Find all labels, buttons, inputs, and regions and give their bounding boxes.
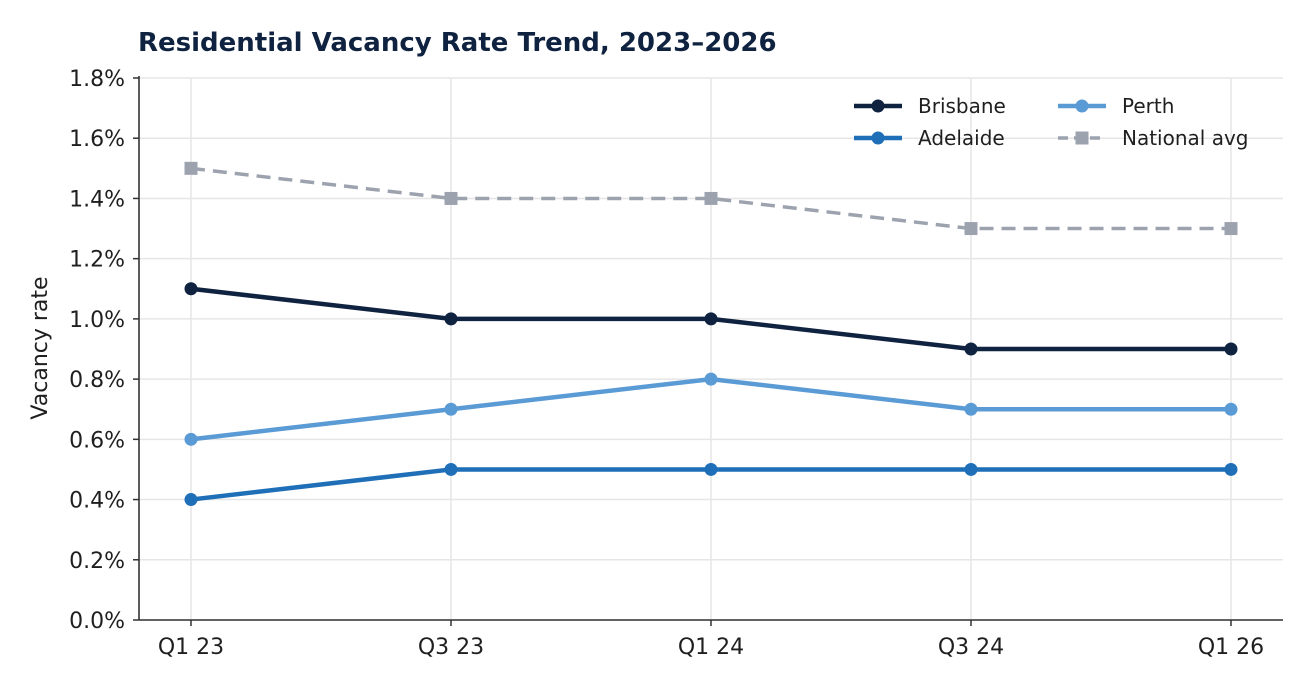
- legend-label: Brisbane: [918, 94, 1006, 118]
- legend-item-national-avg: National avg: [1058, 126, 1248, 150]
- y-tick-label: 0.0%: [69, 609, 125, 634]
- data-point-brisbane: [704, 312, 718, 326]
- x-tick-label: Q3 24: [938, 635, 1004, 660]
- data-point-national-avg: [444, 191, 458, 205]
- y-tick-label: 1.6%: [69, 127, 125, 152]
- x-tick-label: Q1 23: [158, 635, 224, 660]
- data-point-brisbane: [444, 312, 458, 326]
- data-point-brisbane: [1224, 342, 1238, 356]
- y-axis-label: Vacancy rate: [28, 276, 53, 419]
- data-point-adelaide: [1224, 462, 1238, 476]
- y-tick-label: 0.8%: [69, 368, 125, 393]
- series-perth: [184, 372, 1238, 446]
- data-point-perth: [1224, 402, 1238, 416]
- series-brisbane: [184, 282, 1238, 356]
- chart-title: Residential Vacancy Rate Trend, 2023–202…: [138, 28, 777, 58]
- data-point-adelaide: [184, 493, 198, 507]
- legend-label: National avg: [1122, 126, 1248, 150]
- x-tick-label: Q1 24: [678, 635, 744, 660]
- series-lines: [184, 161, 1238, 507]
- data-point-national-avg: [704, 191, 718, 205]
- legend-swatch-marker: [871, 131, 885, 145]
- legend: Brisbane Adelaide Perth National avg: [854, 94, 1248, 150]
- y-tick-label: 1.0%: [69, 308, 125, 333]
- data-point-adelaide: [444, 462, 458, 476]
- data-point-perth: [444, 402, 458, 416]
- data-point-brisbane: [184, 282, 198, 296]
- y-axis-ticks: 0.0% 0.2% 0.4% 0.6% 0.8% 1.0% 1.2% 1.4% 1.6% 1.8%: [69, 67, 139, 634]
- legend-swatch-marker: [1075, 99, 1089, 113]
- data-point-national-avg: [1224, 222, 1238, 236]
- x-axis-ticks: Q1 23 Q3 23 Q1 24 Q3 24 Q1 26: [158, 620, 1264, 660]
- legend-item-perth: Perth: [1058, 94, 1174, 118]
- series-line-national-avg: [190, 166, 1231, 231]
- data-point-perth: [964, 402, 978, 416]
- legend-swatch-marker: [1075, 131, 1089, 145]
- data-point-national-avg: [184, 161, 198, 175]
- legend-swatch-marker: [871, 99, 885, 113]
- x-tick-label: Q1 26: [1198, 635, 1264, 660]
- data-point-perth: [704, 372, 718, 386]
- legend-item-adelaide: Adelaide: [854, 126, 1005, 150]
- data-point-adelaide: [964, 462, 978, 476]
- legend-label: Adelaide: [918, 126, 1005, 150]
- data-point-brisbane: [964, 342, 978, 356]
- y-tick-label: 1.2%: [69, 248, 125, 273]
- data-point-national-avg: [964, 222, 978, 236]
- y-tick-label: 0.2%: [69, 549, 125, 574]
- y-tick-label: 0.6%: [69, 428, 125, 453]
- x-tick-label: Q3 23: [418, 635, 484, 660]
- y-tick-label: 0.4%: [69, 489, 125, 514]
- data-point-perth: [184, 432, 198, 446]
- series-national-avg: [184, 161, 1238, 236]
- y-tick-label: 1.4%: [69, 187, 125, 212]
- legend-label: Perth: [1122, 94, 1174, 118]
- data-point-adelaide: [704, 462, 718, 476]
- y-tick-label: 1.8%: [69, 67, 125, 92]
- legend-item-brisbane: Brisbane: [854, 94, 1006, 118]
- series-adelaide: [184, 462, 1238, 507]
